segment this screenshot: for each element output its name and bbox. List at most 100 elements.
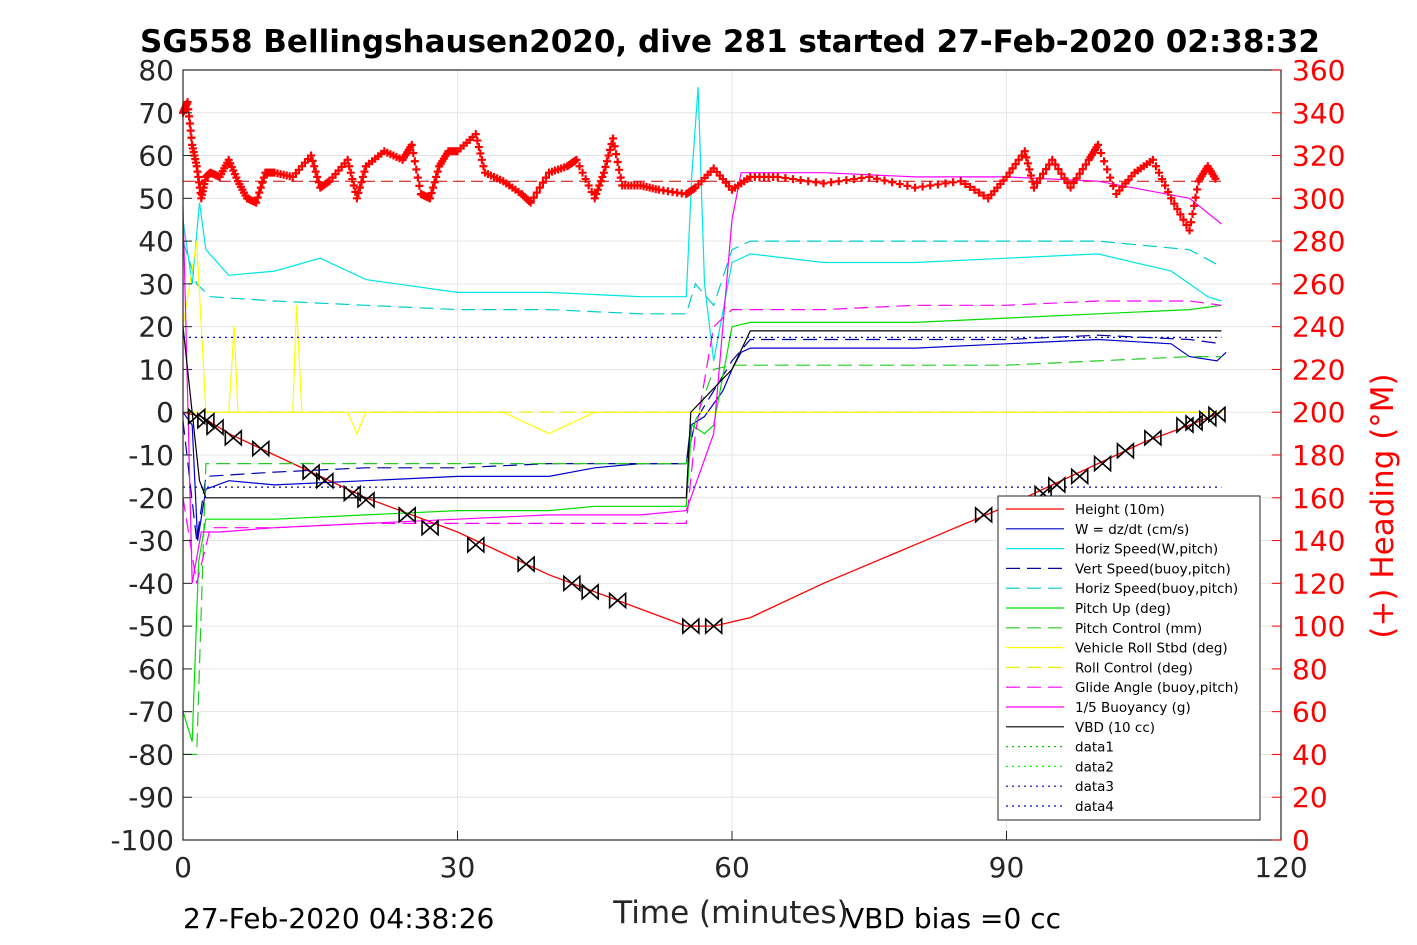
heading-point: [1011, 160, 1020, 169]
heading-point: [407, 140, 416, 149]
x-axis-label: Time (minutes): [612, 895, 848, 931]
heading-point: [535, 183, 544, 192]
legend-entry: Glide Angle (buoy,pitch): [1075, 680, 1239, 696]
heading-point: [970, 185, 979, 194]
heading-point: [409, 149, 418, 158]
heading-point: [1182, 221, 1191, 230]
depth-marker: [1144, 429, 1162, 447]
heading-point: [1106, 173, 1115, 182]
y-tick-label: 10: [138, 353, 174, 386]
legend-entry: Vehicle Roll Stbd (deg): [1075, 641, 1228, 657]
series-line: [182, 326, 1222, 499]
heading-point: [956, 177, 965, 186]
heading-point: [529, 193, 538, 202]
heading-point: [606, 145, 614, 154]
depth-marker: [302, 463, 320, 481]
heading-point: [604, 151, 613, 160]
heading-point: [1051, 160, 1060, 169]
depth-marker: [1199, 409, 1217, 428]
heading-point: [314, 178, 323, 187]
depth-marker: [251, 439, 270, 458]
y2-tick-label: 120: [1292, 567, 1345, 600]
heading-point: [819, 179, 828, 188]
heading-point: [187, 133, 196, 142]
series-line: [182, 300, 1222, 584]
heading-point: [1211, 174, 1220, 183]
x-tick-label: 30: [440, 851, 476, 884]
x-tick-label: 90: [989, 851, 1025, 884]
heading-point: [796, 176, 805, 185]
heading-point: [1008, 164, 1017, 173]
heading-point: [1078, 165, 1087, 174]
depth-marker: [1070, 467, 1089, 486]
heading-point: [346, 168, 355, 177]
heading-point: [354, 188, 363, 197]
heading-point: [1185, 226, 1194, 235]
legend-entry: Height (10m): [1075, 502, 1165, 518]
heading-point: [1069, 179, 1078, 188]
heading-point: [616, 173, 625, 182]
depth-marker: [187, 407, 206, 426]
y2-tick-label: 280: [1292, 225, 1345, 258]
legend-entry: 1/5 Buoyancy (g): [1075, 700, 1191, 716]
heading-point: [476, 149, 485, 158]
x-tick-label: 60: [714, 851, 750, 884]
y-tick-label: -30: [128, 525, 174, 558]
heading-point: [1005, 168, 1014, 177]
heading-point: [1148, 155, 1157, 164]
depth-marker: [974, 506, 993, 524]
heading-point: [355, 183, 364, 192]
heading-point: [471, 130, 480, 139]
series-line: [182, 87, 1222, 362]
depth-marker: [517, 555, 535, 573]
heading-point: [1048, 155, 1057, 164]
legend-entry: data1: [1075, 740, 1114, 756]
heading-point: [313, 172, 322, 181]
heading-point: [612, 150, 621, 159]
heading-point: [880, 176, 889, 185]
series-line: [182, 304, 1222, 742]
heading-point: [895, 180, 904, 189]
heading-point: [1173, 205, 1182, 214]
heading-point: [1158, 175, 1167, 184]
heading-point: [581, 175, 590, 184]
heading-point: [572, 155, 581, 164]
heading-point: [1103, 165, 1112, 174]
x-tick-label: 0: [174, 851, 192, 884]
heading-point: [599, 168, 608, 177]
heading-point: [1066, 183, 1075, 192]
heading-point: [1100, 157, 1109, 166]
y2-tick-label: 240: [1292, 311, 1345, 344]
heading-point: [804, 177, 813, 186]
heading-point: [433, 167, 442, 176]
heading-point: [415, 181, 424, 190]
heading-point: [926, 181, 935, 190]
heading-point: [949, 178, 958, 187]
heading-point: [1176, 210, 1185, 219]
y2-tick-label: 340: [1292, 97, 1345, 130]
heading-point: [911, 183, 919, 192]
heading-point: [789, 175, 797, 184]
heading-point: [979, 191, 988, 200]
heading-point: [473, 136, 482, 145]
legend-entry: Horiz Speed(buoy,pitch): [1075, 581, 1238, 597]
heading-point: [834, 177, 843, 186]
heading-point: [1155, 168, 1163, 177]
depth-marker: [608, 591, 627, 610]
heading-point: [857, 174, 866, 183]
depth-marker: [581, 583, 599, 601]
heading-point: [1075, 169, 1084, 178]
heading-point: [811, 178, 820, 187]
heading-point: [961, 180, 970, 189]
heading-point: [185, 112, 194, 121]
heading-point: [598, 172, 607, 181]
heading-point: [256, 183, 265, 192]
depth-marker: [682, 617, 700, 635]
heading-point: [185, 119, 194, 128]
y-tick-label: 70: [138, 97, 174, 130]
y-tick-label: 40: [138, 225, 174, 258]
heading-point: [186, 126, 195, 135]
heading-point: [1023, 159, 1032, 168]
legend-box: [997, 495, 1261, 821]
y2-tick-label: 40: [1292, 738, 1328, 771]
